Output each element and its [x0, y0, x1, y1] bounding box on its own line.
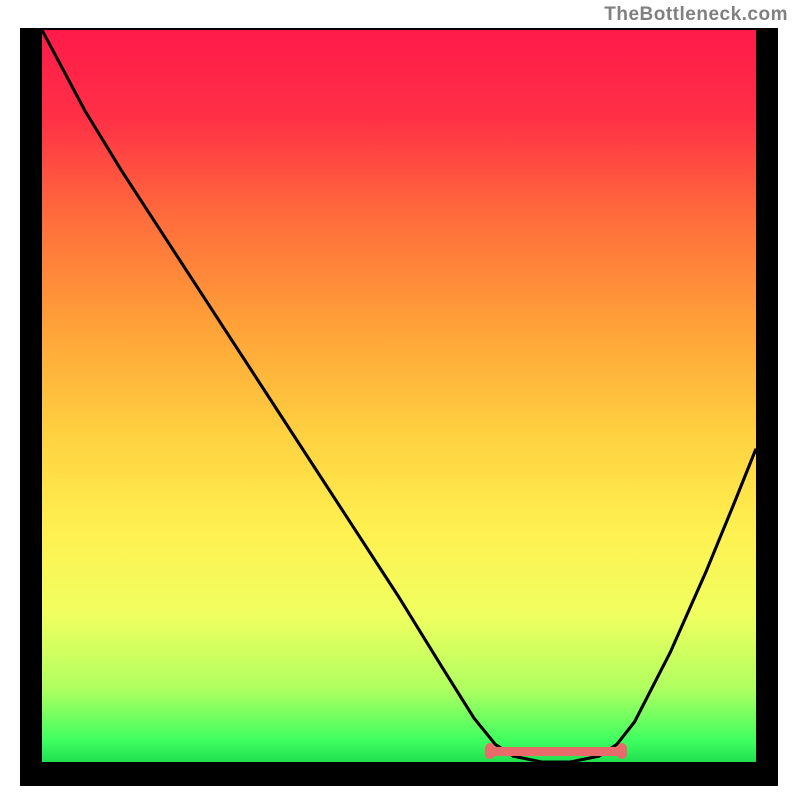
frame-bottom	[20, 762, 778, 786]
optimal-range-marker-cap-left	[485, 743, 495, 759]
frame-left	[20, 28, 42, 786]
optimal-range-marker	[490, 747, 621, 756]
watermark-text: TheBottleneck.com	[604, 4, 788, 26]
bottleneck-curve	[42, 30, 756, 762]
plot-area	[42, 30, 756, 762]
optimal-range-marker-cap-right	[617, 743, 627, 759]
frame-right	[756, 28, 778, 786]
